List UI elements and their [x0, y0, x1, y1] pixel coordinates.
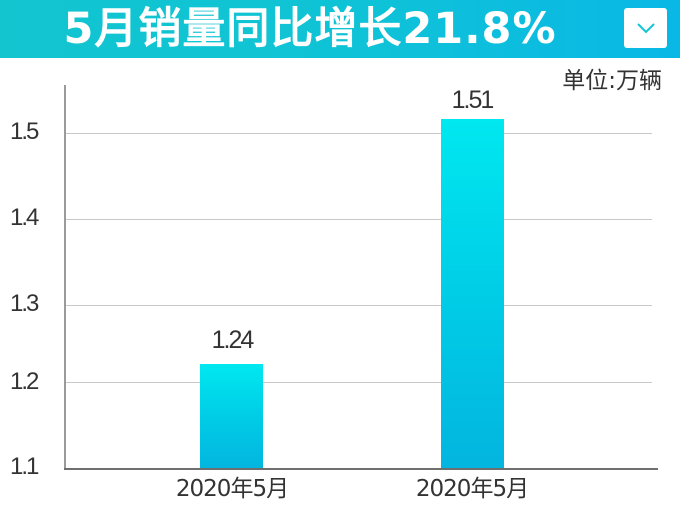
unit-label: 单位:万辆: [562, 68, 662, 94]
x-tick-label: 2020年5月: [415, 476, 529, 502]
x-tick-label: 2020年5月: [175, 476, 289, 502]
y-axis: [64, 85, 66, 470]
y-tick-label: 1.3: [10, 290, 39, 317]
title-banner: 5月销量同比增长21.8%: [0, 0, 680, 58]
y-tick-label: 1.1: [10, 453, 39, 480]
x-axis: [64, 468, 658, 470]
y-tick-label: 1.4: [10, 204, 39, 231]
gridline-1-4: [66, 219, 652, 220]
bar-value-label: 1.24: [211, 326, 255, 354]
bar-value-label: 1.51: [451, 86, 495, 114]
bar-2020-may-1: [200, 364, 263, 469]
y-tick-label: 1.2: [10, 368, 39, 395]
y-tick-label: 1.5: [10, 118, 39, 145]
gridline-1-5: [66, 133, 652, 134]
chart-title: 5月销量同比增长21.8%: [63, 4, 557, 54]
gridline-1-3: [66, 305, 652, 306]
chevron-down-icon: [636, 23, 655, 34]
dropdown-button[interactable]: [624, 8, 667, 48]
gridline-1-2: [66, 382, 652, 383]
bar-2020-may-2: [441, 119, 504, 469]
